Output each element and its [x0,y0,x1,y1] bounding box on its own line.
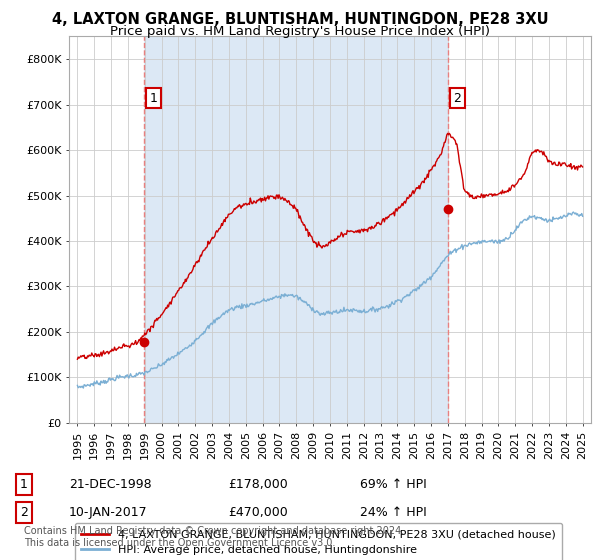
Text: 1: 1 [149,92,157,105]
Text: 21-DEC-1998: 21-DEC-1998 [69,478,152,491]
Text: £178,000: £178,000 [228,478,288,491]
Text: 2: 2 [20,506,28,519]
Text: 24% ↑ HPI: 24% ↑ HPI [360,506,427,519]
Text: Contains HM Land Registry data © Crown copyright and database right 2024.
This d: Contains HM Land Registry data © Crown c… [24,526,404,548]
Text: 10-JAN-2017: 10-JAN-2017 [69,506,148,519]
Text: 69% ↑ HPI: 69% ↑ HPI [360,478,427,491]
Bar [144,36,448,423]
Text: 4, LAXTON GRANGE, BLUNTISHAM, HUNTINGDON, PE28 3XU: 4, LAXTON GRANGE, BLUNTISHAM, HUNTINGDON… [52,12,548,27]
Legend: 4, LAXTON GRANGE, BLUNTISHAM, HUNTINGDON, PE28 3XU (detached house), HPI: Averag: 4, LAXTON GRANGE, BLUNTISHAM, HUNTINGDON… [74,523,562,560]
Text: 2: 2 [454,92,461,105]
Text: £470,000: £470,000 [228,506,288,519]
Text: 1: 1 [20,478,28,491]
Text: Price paid vs. HM Land Registry's House Price Index (HPI): Price paid vs. HM Land Registry's House … [110,25,490,38]
